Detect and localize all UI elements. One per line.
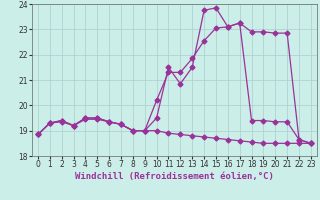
X-axis label: Windchill (Refroidissement éolien,°C): Windchill (Refroidissement éolien,°C) (75, 172, 274, 181)
